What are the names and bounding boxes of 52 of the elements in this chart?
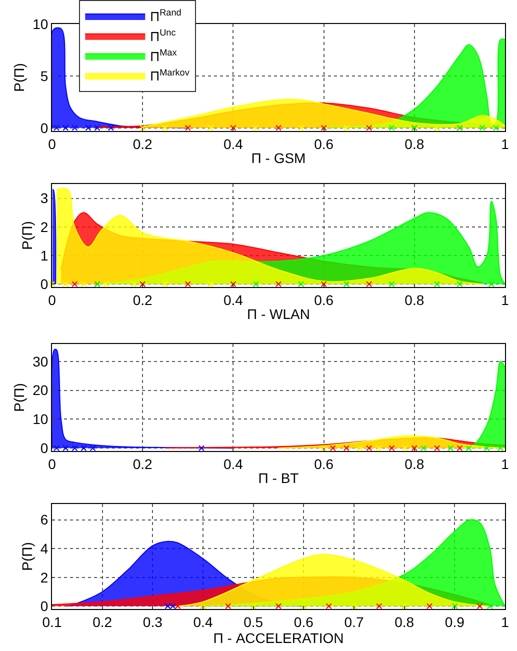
x-tick-label: 0.6: [314, 456, 334, 472]
x-tick-label: 0.3: [142, 614, 163, 630]
y-tick-label: 3: [40, 190, 48, 206]
x-tick-label: 0.8: [404, 456, 424, 472]
legend-label: Π$^{Rand}$: [150, 8, 182, 24]
y-axis-title: P(Π): [19, 221, 36, 250]
x-tick-label: 1: [501, 136, 510, 152]
legend-label: Π$^{Markov}$: [150, 67, 190, 84]
y-tick-label: 10: [32, 16, 48, 32]
x-tick-label: 0.6: [294, 614, 314, 630]
y-tick-label: 20: [32, 382, 48, 398]
y-tick-label: 0: [40, 276, 48, 292]
x-tick-label: 0.4: [223, 292, 244, 308]
x-tick-label: 0.2: [132, 292, 153, 308]
x-tick-label: 0.7: [344, 614, 364, 630]
y-tick-label: 2: [40, 569, 48, 586]
y-tick-label: 1: [40, 247, 48, 264]
x-tick-label: 0.8: [394, 614, 414, 630]
x-tick-label: 0.1: [42, 614, 62, 630]
x-tick-label: 0.4: [223, 456, 244, 472]
x-axis-title: Π - GSM: [251, 150, 306, 166]
x-tick-label: 0.9: [444, 614, 465, 630]
x-tick-label: 1: [501, 614, 510, 630]
x-tick-label: 1: [501, 292, 510, 308]
x-axis-title: Π - ACCELERATION: [213, 630, 344, 646]
x-tick-label: 0.5: [244, 614, 264, 630]
x-tick-label: 0.2: [132, 136, 153, 152]
y-tick-label: 6: [40, 512, 48, 528]
x-tick-label: 1: [501, 456, 510, 472]
y-tick-label: 30: [32, 353, 48, 370]
legend-label: Π$^{Unc}$: [150, 27, 176, 44]
y-axis-title: P(Π): [11, 63, 28, 92]
x-tick-label: 0.4: [223, 136, 244, 152]
x-tick-label: 0.2: [132, 456, 153, 472]
y-tick-label: 0: [40, 598, 48, 614]
x-tick-label: 0.2: [92, 614, 112, 630]
legend-label: Π$^{Max}$: [150, 47, 178, 64]
x-tick-label: 0.8: [404, 136, 424, 152]
y-axis-title: P(Π): [19, 542, 36, 571]
x-tick-label: 0.6: [314, 136, 334, 152]
y-tick-label: 10: [32, 411, 48, 428]
y-tick-label: 0: [40, 120, 48, 136]
y-axis-title: P(Π): [11, 383, 28, 412]
x-tick-label: 0.6: [314, 292, 334, 308]
y-tick-label: 5: [40, 68, 48, 84]
y-tick-label: 4: [40, 540, 48, 556]
y-tick-label: 0: [40, 440, 48, 456]
x-axis-title: Π - BT: [258, 470, 300, 486]
y-tick-label: 2: [40, 218, 48, 235]
x-axis-title: Π - WLAN: [247, 306, 310, 322]
x-tick-label: 0.4: [193, 614, 213, 630]
x-tick-label: 0.8: [404, 292, 424, 308]
